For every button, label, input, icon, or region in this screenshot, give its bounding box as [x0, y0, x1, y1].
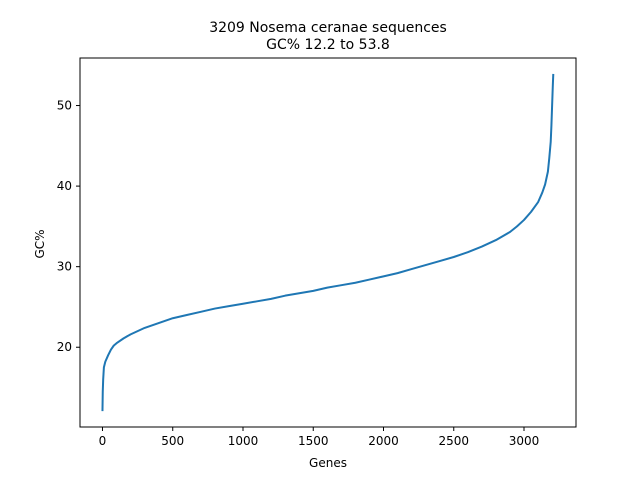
- y-axis-ticks: 20 30 40 50: [57, 99, 80, 354]
- plot-area: [101, 73, 555, 412]
- x-tick-label: 1000: [228, 434, 259, 448]
- y-tick-label: 20: [57, 340, 72, 354]
- x-axis-ticks: 0 500 1000 1500 2000 2500 3000: [99, 427, 540, 448]
- x-tick-label: 3000: [509, 434, 540, 448]
- chart-title: 3209 Nosema ceranae sequences: [209, 20, 447, 36]
- y-tick-label: 50: [57, 99, 72, 113]
- series-line-0: [101, 73, 555, 412]
- y-tick-label: 30: [57, 260, 72, 274]
- y-tick-label: 40: [57, 179, 72, 193]
- x-tick-label: 2000: [368, 434, 399, 448]
- x-tick-label: 1500: [298, 434, 329, 448]
- x-tick-label: 500: [161, 434, 184, 448]
- y-axis-label: GC%: [33, 229, 47, 258]
- x-axis-label: Genes: [309, 456, 347, 470]
- plot-frame: [79, 57, 577, 428]
- x-tick-label: 0: [99, 434, 107, 448]
- x-tick-label: 2500: [438, 434, 469, 448]
- chart-subtitle: GC% 12.2 to 53.8: [266, 37, 390, 53]
